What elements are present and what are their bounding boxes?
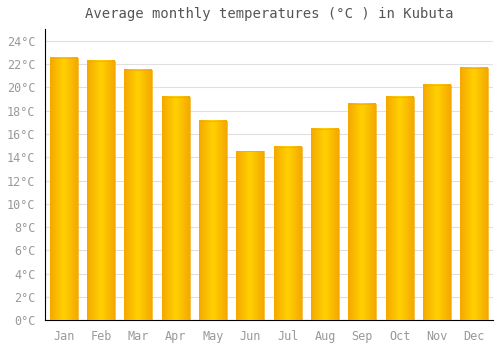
Bar: [274, 147, 302, 320]
Bar: [87, 61, 115, 320]
Title: Average monthly temperatures (°C ) in Kubuta: Average monthly temperatures (°C ) in Ku…: [85, 7, 454, 21]
Bar: [423, 85, 451, 320]
Bar: [311, 129, 339, 320]
Bar: [162, 97, 190, 320]
Bar: [236, 152, 264, 320]
Bar: [348, 104, 376, 320]
Bar: [199, 121, 227, 320]
Bar: [386, 97, 413, 320]
Bar: [460, 68, 488, 320]
Bar: [124, 70, 152, 320]
Bar: [50, 58, 78, 320]
